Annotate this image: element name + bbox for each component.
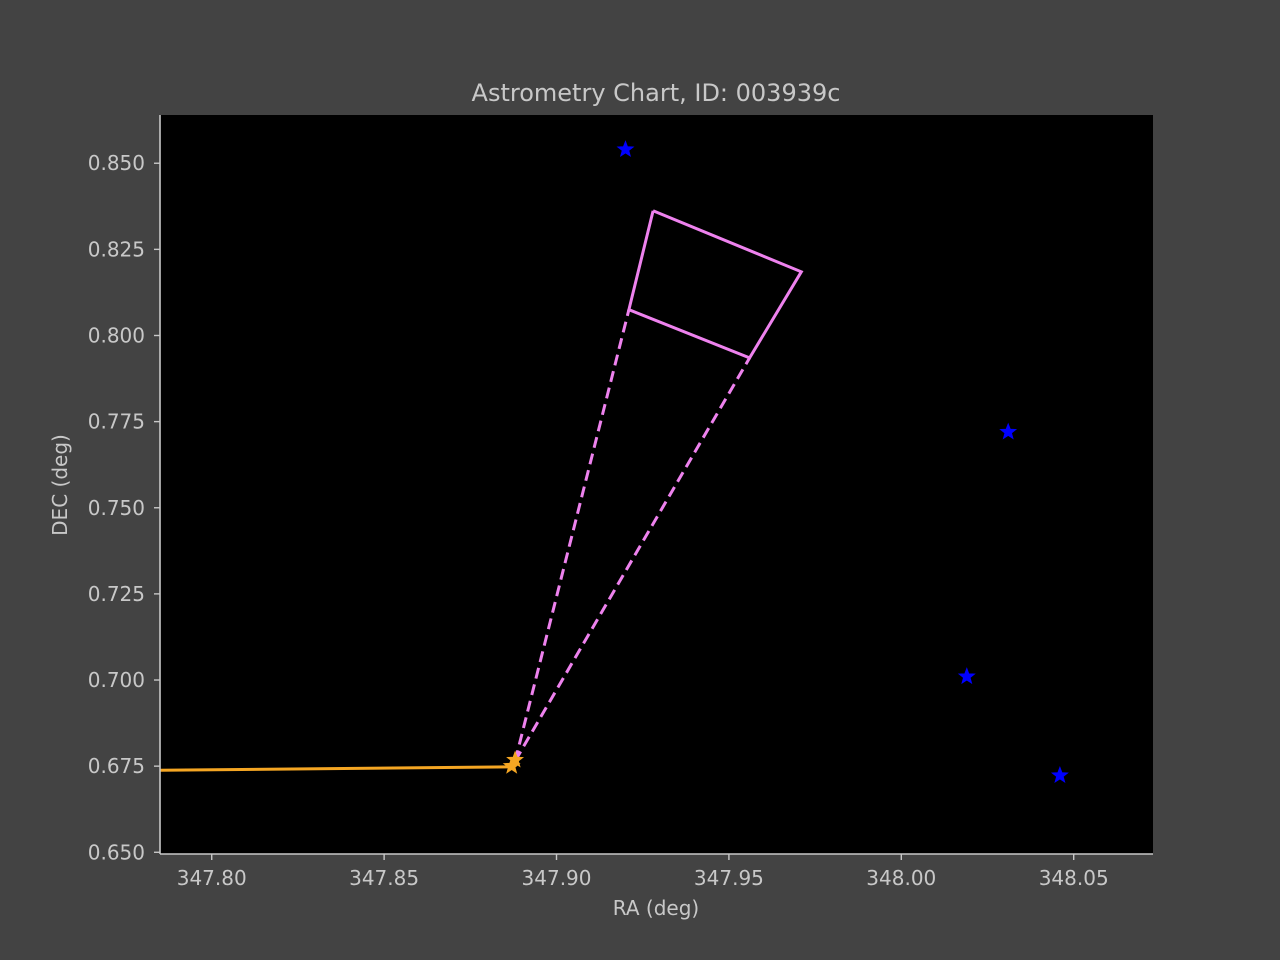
catalog-star xyxy=(616,140,635,158)
field-ray-dashed xyxy=(513,309,631,762)
y-tick-label: 0.775 xyxy=(88,410,145,434)
x-tick-label: 347.90 xyxy=(522,866,592,890)
plot-area xyxy=(160,115,1153,854)
track-line xyxy=(160,765,512,772)
x-axis-label: RA (deg) xyxy=(613,896,699,920)
y-tick-label: 0.825 xyxy=(88,237,145,261)
x-tick-label: 348.00 xyxy=(866,866,936,890)
y-tick-label: 0.675 xyxy=(88,754,145,778)
y-tick-label: 0.700 xyxy=(88,668,145,692)
y-tick-label: 0.800 xyxy=(88,323,145,347)
x-tick-label: 348.05 xyxy=(1039,866,1109,890)
y-tick-label: 0.850 xyxy=(88,151,145,175)
y-tick-label: 0.650 xyxy=(88,840,145,864)
y-axis-ticks: 0.650 0.675 0.700 0.725 0.750 0.775 0.800 0.825… xyxy=(88,151,160,864)
y-tick-label: 0.750 xyxy=(88,496,145,520)
catalog-star xyxy=(1050,765,1069,784)
catalog-star xyxy=(957,667,976,685)
chart-marks xyxy=(160,140,1069,784)
x-axis-ticks: 347.80 347.85 347.90 347.95 348.00 348.05 xyxy=(177,854,1109,890)
y-tick-label: 0.725 xyxy=(88,582,145,606)
x-tick-label: 347.85 xyxy=(349,866,419,890)
chart-title: Astrometry Chart, ID: 003939c xyxy=(472,79,841,107)
x-tick-label: 347.95 xyxy=(694,866,764,890)
y-axis-label: DEC (deg) xyxy=(48,434,72,536)
field-ray-dashed xyxy=(513,357,751,762)
track-marker-star xyxy=(506,750,525,768)
x-tick-label: 347.80 xyxy=(177,866,247,890)
plot-content xyxy=(160,140,1069,784)
catalog-star xyxy=(999,422,1018,440)
field-box-outline xyxy=(627,209,804,360)
